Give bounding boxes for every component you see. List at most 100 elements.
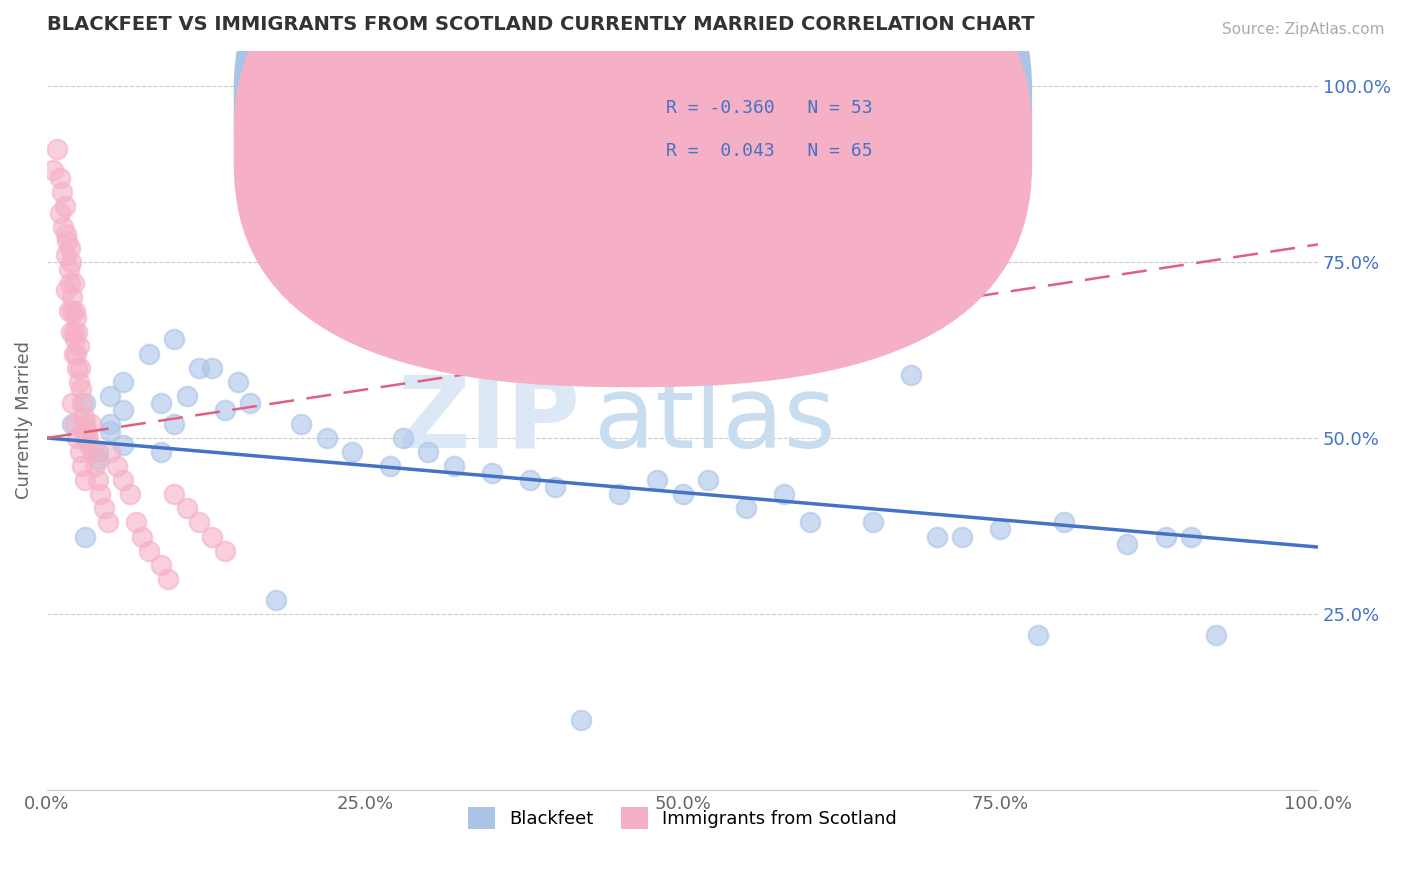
Point	[1028, 628, 1050, 642]
Point	[671, 487, 693, 501]
Point	[131, 529, 153, 543]
Point	[481, 466, 503, 480]
Point	[73, 473, 96, 487]
Point	[60, 417, 83, 431]
Point	[55, 227, 77, 241]
Point	[77, 438, 100, 452]
Point	[48, 170, 70, 185]
Point	[697, 473, 720, 487]
Point	[607, 487, 630, 501]
Point	[67, 375, 90, 389]
Point	[150, 445, 173, 459]
Point	[66, 431, 89, 445]
Point	[66, 326, 89, 340]
Legend: Blackfeet, Immigrants from Scotland: Blackfeet, Immigrants from Scotland	[461, 800, 904, 837]
Point	[150, 558, 173, 572]
Point	[315, 431, 337, 445]
Point	[60, 304, 83, 318]
Point	[112, 402, 135, 417]
Point	[60, 326, 83, 340]
Point	[988, 523, 1011, 537]
Point	[62, 326, 84, 340]
Point	[163, 417, 186, 431]
Point	[65, 311, 87, 326]
Point	[70, 382, 93, 396]
Point	[100, 445, 122, 459]
Point	[950, 529, 973, 543]
Point	[290, 417, 312, 431]
Point	[735, 501, 758, 516]
Y-axis label: Currently Married: Currently Married	[15, 342, 32, 500]
Point	[65, 346, 87, 360]
Point	[799, 516, 821, 530]
Point	[62, 346, 84, 360]
Point	[66, 360, 89, 375]
Point	[100, 417, 122, 431]
Point	[58, 262, 80, 277]
Point	[75, 424, 97, 438]
Point	[1154, 529, 1177, 543]
Point	[51, 185, 73, 199]
Text: atlas: atlas	[593, 372, 835, 469]
Point	[239, 396, 262, 410]
Point	[163, 487, 186, 501]
Text: ZIP: ZIP	[398, 372, 581, 469]
Point	[59, 241, 82, 255]
Point	[569, 713, 592, 727]
Point	[112, 438, 135, 452]
Point	[443, 459, 465, 474]
Text: R =  0.043   N = 65: R = 0.043 N = 65	[666, 142, 873, 160]
Point	[100, 424, 122, 438]
Point	[188, 516, 211, 530]
FancyBboxPatch shape	[233, 0, 1032, 345]
Text: R = -0.360   N = 53: R = -0.360 N = 53	[666, 100, 873, 118]
Point	[60, 255, 83, 269]
Point	[93, 501, 115, 516]
Point	[48, 205, 70, 219]
FancyBboxPatch shape	[593, 77, 905, 191]
Point	[862, 516, 884, 530]
Point	[73, 529, 96, 543]
Point	[214, 543, 236, 558]
Point	[46, 142, 69, 156]
Point	[63, 304, 86, 318]
Point	[201, 360, 224, 375]
Point	[63, 333, 86, 347]
Point	[226, 375, 249, 389]
Point	[55, 283, 77, 297]
Point	[150, 396, 173, 410]
Point	[87, 445, 110, 459]
Point	[80, 417, 103, 431]
Point	[62, 276, 84, 290]
Point	[214, 402, 236, 417]
Point	[201, 529, 224, 543]
Point	[1205, 628, 1227, 642]
Point	[87, 452, 110, 467]
Point	[69, 360, 91, 375]
Point	[340, 445, 363, 459]
Point	[264, 592, 287, 607]
Point	[188, 360, 211, 375]
Point	[138, 543, 160, 558]
Point	[112, 375, 135, 389]
Point	[156, 572, 179, 586]
Point	[418, 445, 440, 459]
Point	[53, 199, 76, 213]
Point	[60, 290, 83, 304]
Point	[63, 417, 86, 431]
Point	[773, 487, 796, 501]
Point	[84, 459, 107, 474]
Point	[60, 396, 83, 410]
Point	[900, 368, 922, 382]
Point	[76, 431, 98, 445]
Point	[519, 473, 541, 487]
Point	[59, 276, 82, 290]
Point	[176, 389, 198, 403]
Point	[125, 516, 148, 530]
Point	[112, 473, 135, 487]
Point	[52, 219, 75, 234]
Point	[73, 417, 96, 431]
Point	[69, 445, 91, 459]
Point	[1053, 516, 1076, 530]
Point	[378, 459, 401, 474]
